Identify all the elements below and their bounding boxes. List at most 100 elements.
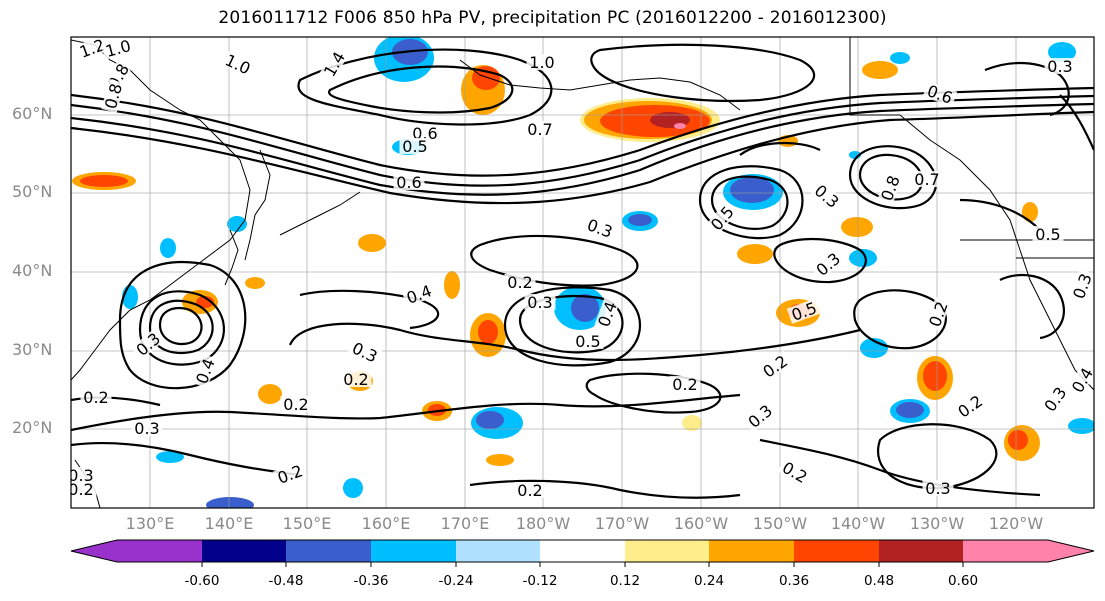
contour-label-bg (810, 247, 846, 281)
contour-label-bg (877, 170, 903, 206)
precip-blob (156, 451, 184, 463)
contour-label: 0.5 (575, 332, 600, 351)
lat-label-40n: 40°N (12, 261, 53, 280)
colorbar-segment (879, 540, 963, 562)
precip-blob (682, 415, 702, 431)
contour-label-bg (80, 389, 112, 405)
precip-blob (206, 497, 254, 508)
contour-label-bg (1069, 268, 1094, 304)
colorbar-tick-label: 0.12 (609, 573, 641, 589)
contour-label-bg (347, 338, 383, 366)
precip-blob (841, 217, 873, 237)
contour-label-bg (572, 333, 604, 349)
precip-blob (245, 277, 265, 289)
precip-blob (923, 361, 947, 391)
precip-blob (80, 175, 128, 187)
lon-label-150e: 150°E (282, 514, 332, 533)
precip-blob (1008, 430, 1028, 450)
precip-blob (227, 216, 247, 232)
contour-label: 1.0 (529, 53, 554, 72)
colorbar-segment (625, 540, 709, 562)
precip-blob (571, 294, 599, 322)
contour-label-bg (952, 390, 988, 422)
lon-label-180w: 180°W (515, 514, 571, 533)
contour-label: 0.2 (507, 273, 532, 292)
contour-label-bg (220, 50, 256, 78)
figure-title: 2016011712 F006 850 hPa PV, precipitatio… (218, 8, 887, 28)
contour-label-bg (504, 274, 536, 290)
contour-label-bg (71, 481, 97, 497)
lat-label-20n: 20°N (12, 418, 53, 437)
contour-label-bg (399, 138, 431, 154)
colorbar-tick-label: -0.60 (184, 573, 220, 589)
lon-label-170e: 170°E (440, 514, 490, 533)
contour-label: 0.2 (343, 370, 368, 389)
contour-label-bg (925, 296, 951, 332)
precip-blob (444, 271, 460, 299)
contour-label: 0.6 (396, 173, 421, 192)
lat-label-30n: 30°N (12, 340, 53, 359)
contour-label: 0.3 (527, 293, 552, 312)
contour-label-bg (514, 482, 546, 498)
contour-labels: 1.21.01.00.8 1.40.81.00.70.60.50.60.30.50… (68, 36, 1094, 500)
contour-label: 0.3 (925, 479, 950, 498)
colorbar-tick-label: 0.36 (778, 573, 810, 589)
contour-label-bg (71, 467, 97, 483)
colorbar-tick-label: -0.36 (353, 573, 389, 589)
map-border (70, 36, 1095, 509)
contour-label: 0.2 (672, 375, 697, 394)
colorbar-tick-label: -0.24 (438, 573, 474, 589)
contour-label-bg (757, 350, 793, 382)
precip-blob (628, 214, 652, 226)
contour-label-bg (280, 396, 312, 412)
lon-label-120w: 120°W (988, 514, 1044, 533)
precip-blob (890, 52, 910, 64)
precip-blob (343, 478, 363, 498)
contour-label-bg (393, 174, 425, 190)
precip-blob (1048, 42, 1076, 62)
precip-blob (1022, 202, 1038, 222)
precip-blob (1068, 418, 1094, 434)
precip-blob (674, 123, 686, 129)
precip-blob (358, 234, 386, 252)
contour-label-bg (786, 298, 822, 324)
contour-label-bg (1039, 381, 1071, 417)
contour-label: 0.2 (517, 481, 542, 500)
colorbar-segment (963, 540, 1094, 562)
colorbar-outline (70, 539, 1095, 563)
contour-label-bg (1044, 58, 1076, 74)
colorbar (70, 539, 1095, 567)
contour-label-bg (319, 46, 349, 82)
colorbar-segment (71, 540, 202, 562)
contour-label-bg (524, 294, 556, 310)
precip-blob (428, 404, 446, 416)
colorbar-tick-label: 0.24 (693, 573, 725, 589)
colorbar-tick-label: -0.48 (268, 573, 304, 589)
contour-label: 0.7 (914, 170, 939, 189)
contour-label-bg (192, 353, 218, 389)
contour-label-bg (401, 281, 437, 307)
contour-label: 0.5 (1035, 225, 1060, 244)
contour-label: 1.0 (103, 36, 133, 61)
contour-label-bg (777, 457, 813, 487)
contour-label-bg (705, 200, 739, 236)
colorbar-tick-label: -0.12 (522, 573, 558, 589)
contour-label-bg (582, 215, 618, 241)
contour-label: 0.2 (68, 480, 93, 499)
contour-label-bg (524, 121, 556, 137)
contour-label-bg (922, 81, 958, 107)
precip-blob (896, 402, 924, 418)
lon-label-170w: 170°W (594, 514, 650, 533)
contour-label-bg (922, 480, 954, 496)
colorbar-segment (709, 540, 794, 562)
contour-label: 0.3 (134, 419, 159, 438)
contour-label-bg (594, 296, 620, 332)
colorbar-segment (456, 540, 540, 562)
colorbar-segment (286, 540, 371, 562)
contour-label: 0.5 (402, 137, 427, 156)
precip-blob (486, 454, 514, 466)
colorbar-segment (540, 540, 625, 562)
contour-label-bg (1032, 226, 1064, 242)
precip-blob (849, 249, 877, 267)
